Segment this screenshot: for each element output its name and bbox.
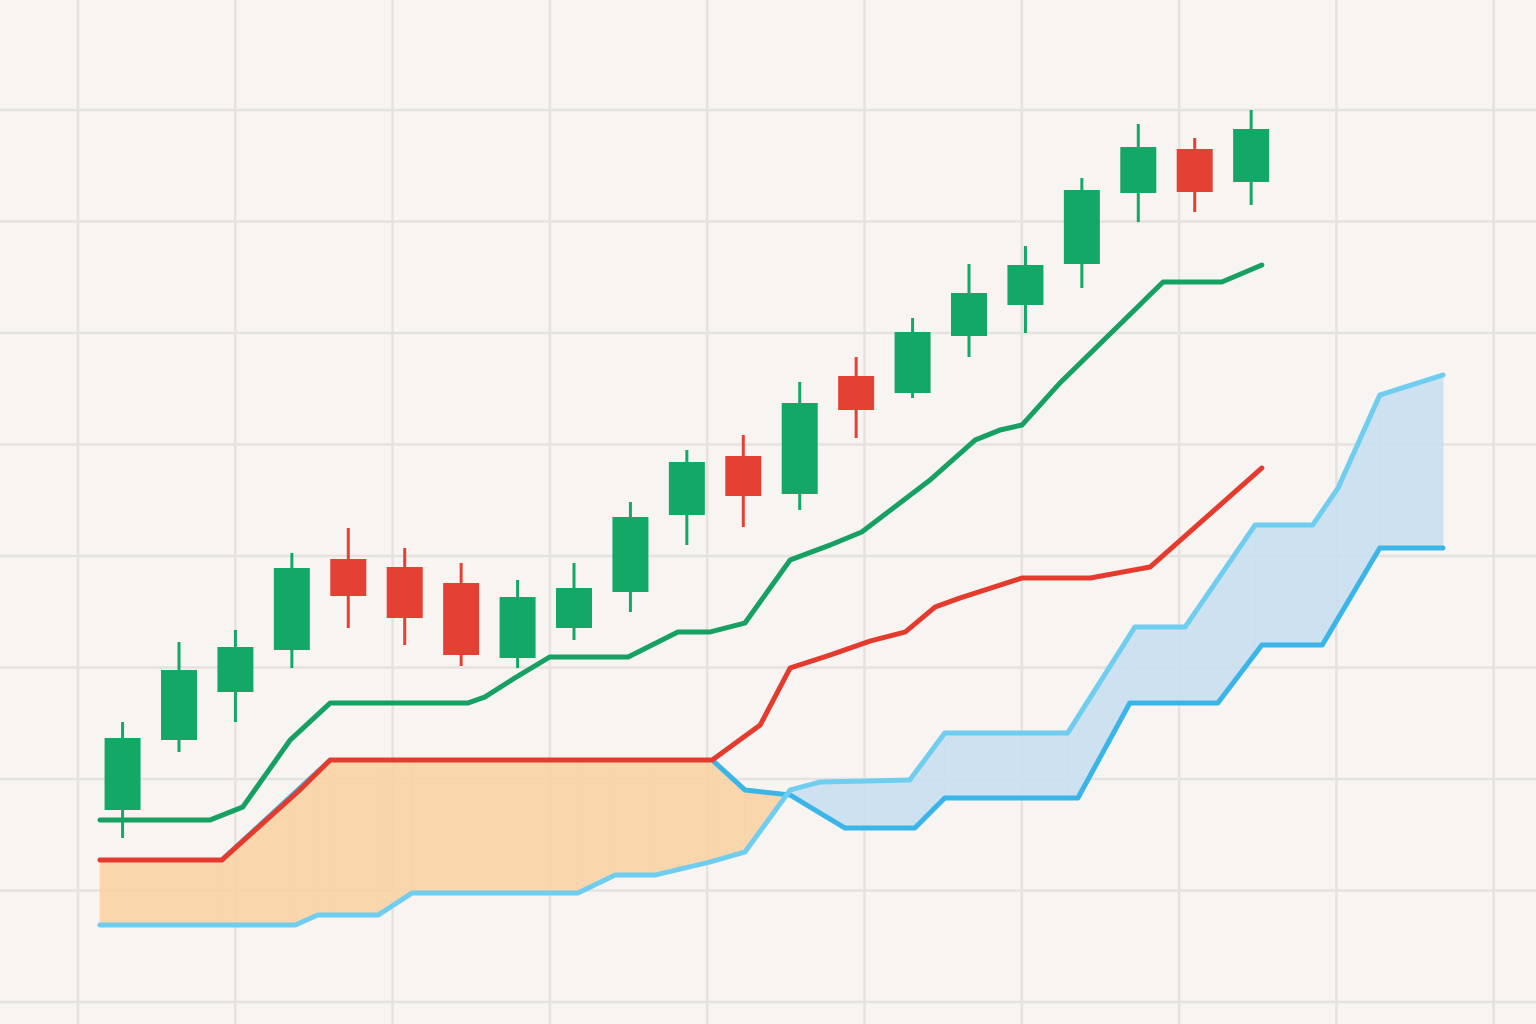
cloud-area — [1312, 509, 1323, 646]
cloud-area — [99, 859, 223, 926]
indicator-line — [97, 465, 1265, 863]
candle-body — [330, 559, 367, 596]
candle-body — [443, 583, 480, 655]
candle-body — [386, 567, 423, 618]
candle-body — [894, 332, 931, 393]
candle-body — [499, 597, 536, 658]
indicator-line — [97, 262, 1265, 823]
cloud-area — [1254, 524, 1263, 656]
candle-body — [217, 647, 254, 692]
cloud-area — [411, 759, 579, 894]
candle-body — [1176, 149, 1213, 192]
candle-body — [1120, 147, 1157, 193]
cloud-area — [614, 759, 656, 876]
candle-body — [1007, 265, 1044, 305]
cloud-area — [944, 732, 1069, 799]
cloud-area — [844, 779, 911, 829]
cloud-area — [654, 759, 711, 876]
cloud-area — [1261, 524, 1314, 646]
cloud-area — [294, 770, 319, 926]
candle-body — [1233, 129, 1270, 182]
candle-body — [951, 293, 987, 336]
cloud-area — [1134, 626, 1186, 704]
cloud-area — [317, 759, 331, 916]
candle-body — [1063, 190, 1100, 264]
cloud-line — [97, 372, 1446, 928]
candle-body — [838, 376, 875, 410]
cloud-area — [1184, 578, 1219, 704]
cloud-area — [1379, 374, 1444, 549]
candle-body — [104, 738, 141, 810]
candle-body — [612, 517, 649, 592]
candle-body — [273, 568, 310, 650]
candle-body — [556, 588, 592, 628]
candle-body — [668, 462, 705, 515]
candle-body — [161, 670, 197, 740]
cloud-area — [577, 759, 616, 894]
cloud-area — [329, 759, 379, 916]
candle-body — [781, 403, 818, 494]
candle-body — [725, 456, 762, 496]
cloud-area — [377, 759, 413, 916]
